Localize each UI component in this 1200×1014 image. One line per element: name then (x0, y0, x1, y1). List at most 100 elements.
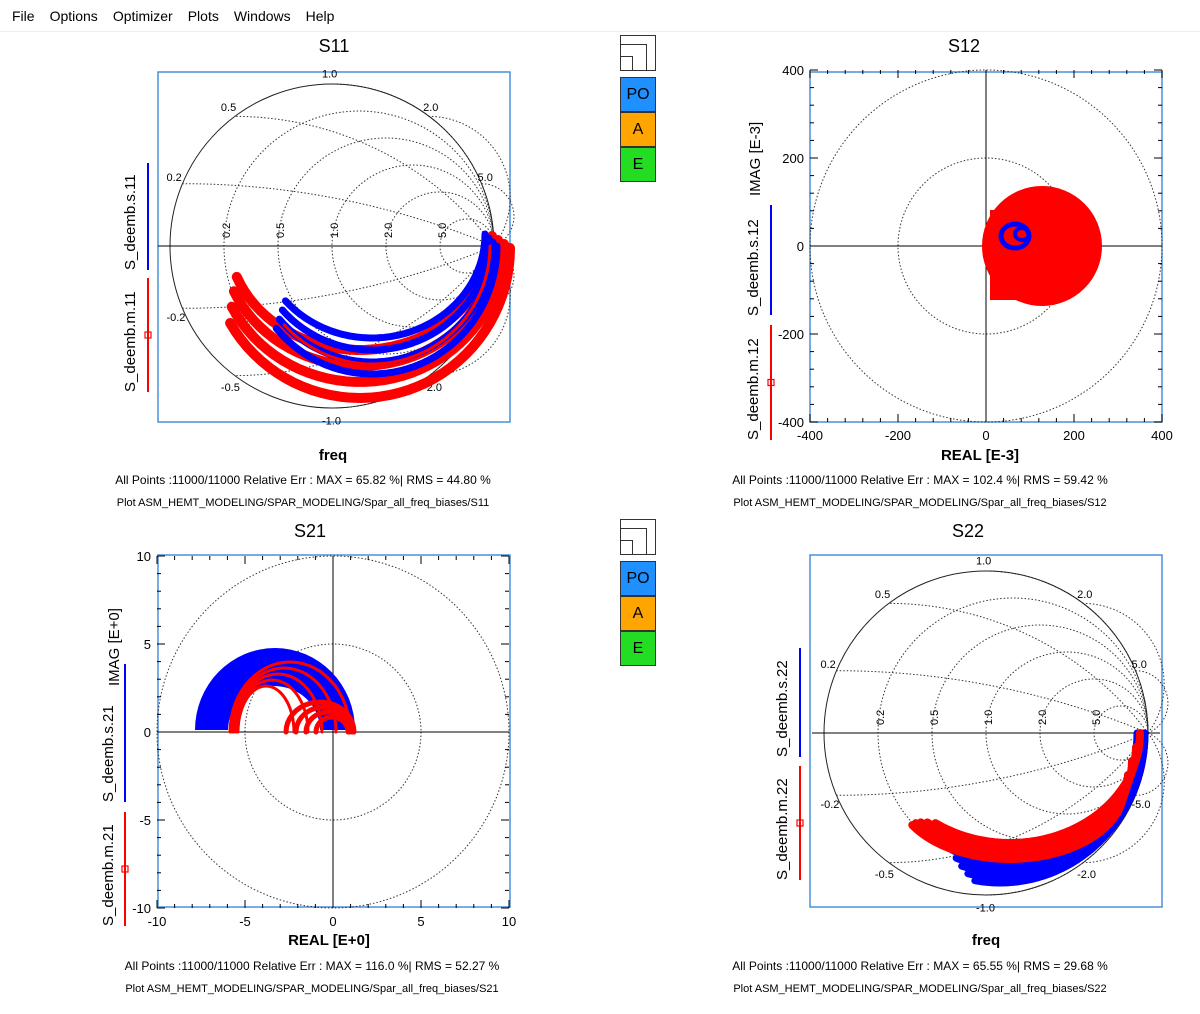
po-button[interactable]: PO (620, 561, 656, 596)
s12-legend-meas-marker (767, 378, 775, 387)
s21-legend-meas[interactable]: S_deemb.m.21 (100, 824, 117, 926)
resistance-label: 2.0 (1037, 710, 1049, 725)
x-tick-label: 0 (982, 428, 989, 443)
plot-control-widget-bottom: PO A E (620, 519, 656, 666)
s22-plot-frame (809, 554, 1163, 908)
y-tick-label: 400 (782, 63, 804, 78)
menu-options[interactable]: Options (49, 7, 98, 24)
reactance-label: -0.5 (875, 869, 894, 881)
x-tick-label: 0 (329, 914, 336, 929)
menu-bar: File Options Optimizer Plots Windows Hel… (0, 0, 1200, 32)
reactance-arc (888, 732, 1149, 864)
y-tick-label: -400 (778, 415, 804, 430)
s21-legend-sim[interactable]: S_deemb.s.21 (100, 705, 117, 802)
resistance-label: 0.2 (221, 223, 233, 238)
reactance-label: 0.2 (166, 172, 181, 184)
reactance-label: -0.5 (221, 382, 240, 394)
x-tick-label: -400 (797, 428, 823, 443)
layout-icon[interactable] (620, 35, 656, 71)
x-tick-label: 200 (1063, 428, 1085, 443)
plot-control-widget-top: PO A E (620, 35, 656, 182)
e-button[interactable]: E (620, 631, 656, 666)
s12-error-info: All Points :11000/11000 Relative Err : M… (732, 473, 1108, 487)
e-button[interactable]: E (620, 147, 656, 182)
s21-measured-trace (236, 684, 296, 734)
s22-measured-trace (908, 785, 1128, 863)
s21-measured-trace (230, 666, 338, 734)
reactance-arc (331, 83, 495, 247)
s11-xlabel: freq (318, 447, 348, 464)
reactance-arc (1135, 670, 1169, 734)
y-tick-label: -10 (132, 901, 151, 916)
resistance-label: 5.0 (1091, 710, 1103, 725)
resistance-label: 1.0 (983, 710, 995, 725)
s21-xlabel: REAL [E+0] (288, 932, 370, 949)
s11-simulated-trace (272, 242, 501, 378)
s11-measured-trace (226, 239, 509, 387)
x-tick-label: 400 (1151, 428, 1173, 443)
s21-title: S21 (293, 521, 327, 541)
layout-icon[interactable] (620, 519, 656, 555)
resistance-label: 0.2 (875, 710, 887, 725)
s12-plot-path: Plot ASM_HEMT_MODELING/SPAR_MODELING/Spa… (733, 497, 1107, 509)
s12-title: S12 (947, 36, 981, 56)
reactance-arc (1083, 732, 1165, 864)
s11-legend-meas-marker (144, 331, 152, 339)
s12-legend-meas[interactable]: S_deemb.m.12 (745, 338, 762, 440)
x-tick-label: -5 (239, 914, 251, 929)
reactance-label: 0.2 (820, 659, 835, 671)
s11-simulated-trace (278, 234, 493, 354)
s21-ylabel: IMAG [E+0] (106, 608, 123, 686)
reactance-arc (1135, 732, 1169, 796)
s22-error-info: All Points :11000/11000 Relative Err : M… (732, 959, 1108, 973)
reactance-label: 1.0 (976, 556, 991, 568)
s11-legend-sim[interactable]: S_deemb.s.11 (122, 174, 139, 270)
s21-error-info: All Points :11000/11000 Relative Err : M… (124, 959, 500, 973)
reactance-arc (429, 115, 511, 247)
s22-plot-path: Plot ASM_HEMT_MODELING/SPAR_MODELING/Spa… (733, 983, 1107, 995)
s11-error-info: All Points :11000/11000 Relative Err : M… (115, 473, 491, 487)
menu-optimizer[interactable]: Optimizer (112, 7, 173, 24)
resistance-label: 2.0 (383, 223, 395, 238)
a-button[interactable]: A (620, 596, 656, 631)
reactance-label: 0.5 (221, 102, 236, 114)
reactance-label: 2.0 (423, 102, 438, 114)
menu-help[interactable]: Help (305, 7, 335, 24)
s11-measured-trace (282, 244, 492, 366)
menu-file[interactable]: File (12, 7, 35, 24)
y-tick-label: -200 (778, 327, 804, 342)
menu-windows[interactable]: Windows (233, 7, 291, 24)
reactance-arc (836, 732, 1149, 796)
s22-legend-meas[interactable]: S_deemb.m.22 (774, 778, 791, 880)
reactance-label: -0.2 (820, 799, 839, 811)
resistance-label: 0.5 (275, 223, 287, 238)
reactance-arc (888, 602, 1149, 734)
reactance-arc (234, 115, 495, 247)
s11-plot-path: Plot ASM_HEMT_MODELING/SPAR_MODELING/Spa… (116, 497, 490, 509)
reactance-label: -5.0 (1132, 799, 1151, 811)
s12-legend-sim[interactable]: S_deemb.s.12 (745, 219, 762, 316)
reactance-label: -1.0 (322, 415, 341, 427)
s12-ylabel: IMAG [E-3] (747, 121, 764, 196)
reactance-label: 1.0 (322, 69, 337, 81)
a-button[interactable]: A (620, 112, 656, 147)
s12-simulated-trace (1013, 226, 1031, 242)
resistance-label: 0.5 (929, 710, 941, 725)
s22-legend-sim[interactable]: S_deemb.s.22 (774, 660, 791, 757)
s22-legend-meas-marker (796, 819, 804, 827)
reactance-arc (182, 245, 495, 309)
s22-xlabel: freq (971, 932, 1001, 949)
s11-legend-meas[interactable]: S_deemb.m.11 (122, 291, 139, 392)
s11-measured-trace (225, 243, 515, 403)
y-tick-label: 0 (797, 239, 804, 254)
s22-title: S22 (951, 521, 985, 541)
menu-plots[interactable]: Plots (187, 7, 219, 24)
reactance-label: -1.0 (976, 902, 995, 914)
po-button[interactable]: PO (620, 77, 656, 112)
reactance-label: 5.0 (1132, 659, 1147, 671)
reactance-label: -2.0 (1077, 869, 1096, 881)
s11-title: S11 (318, 36, 350, 56)
reactance-arc (1083, 602, 1165, 734)
x-tick-label: 5 (417, 914, 424, 929)
s21-measured-trace (228, 660, 352, 734)
